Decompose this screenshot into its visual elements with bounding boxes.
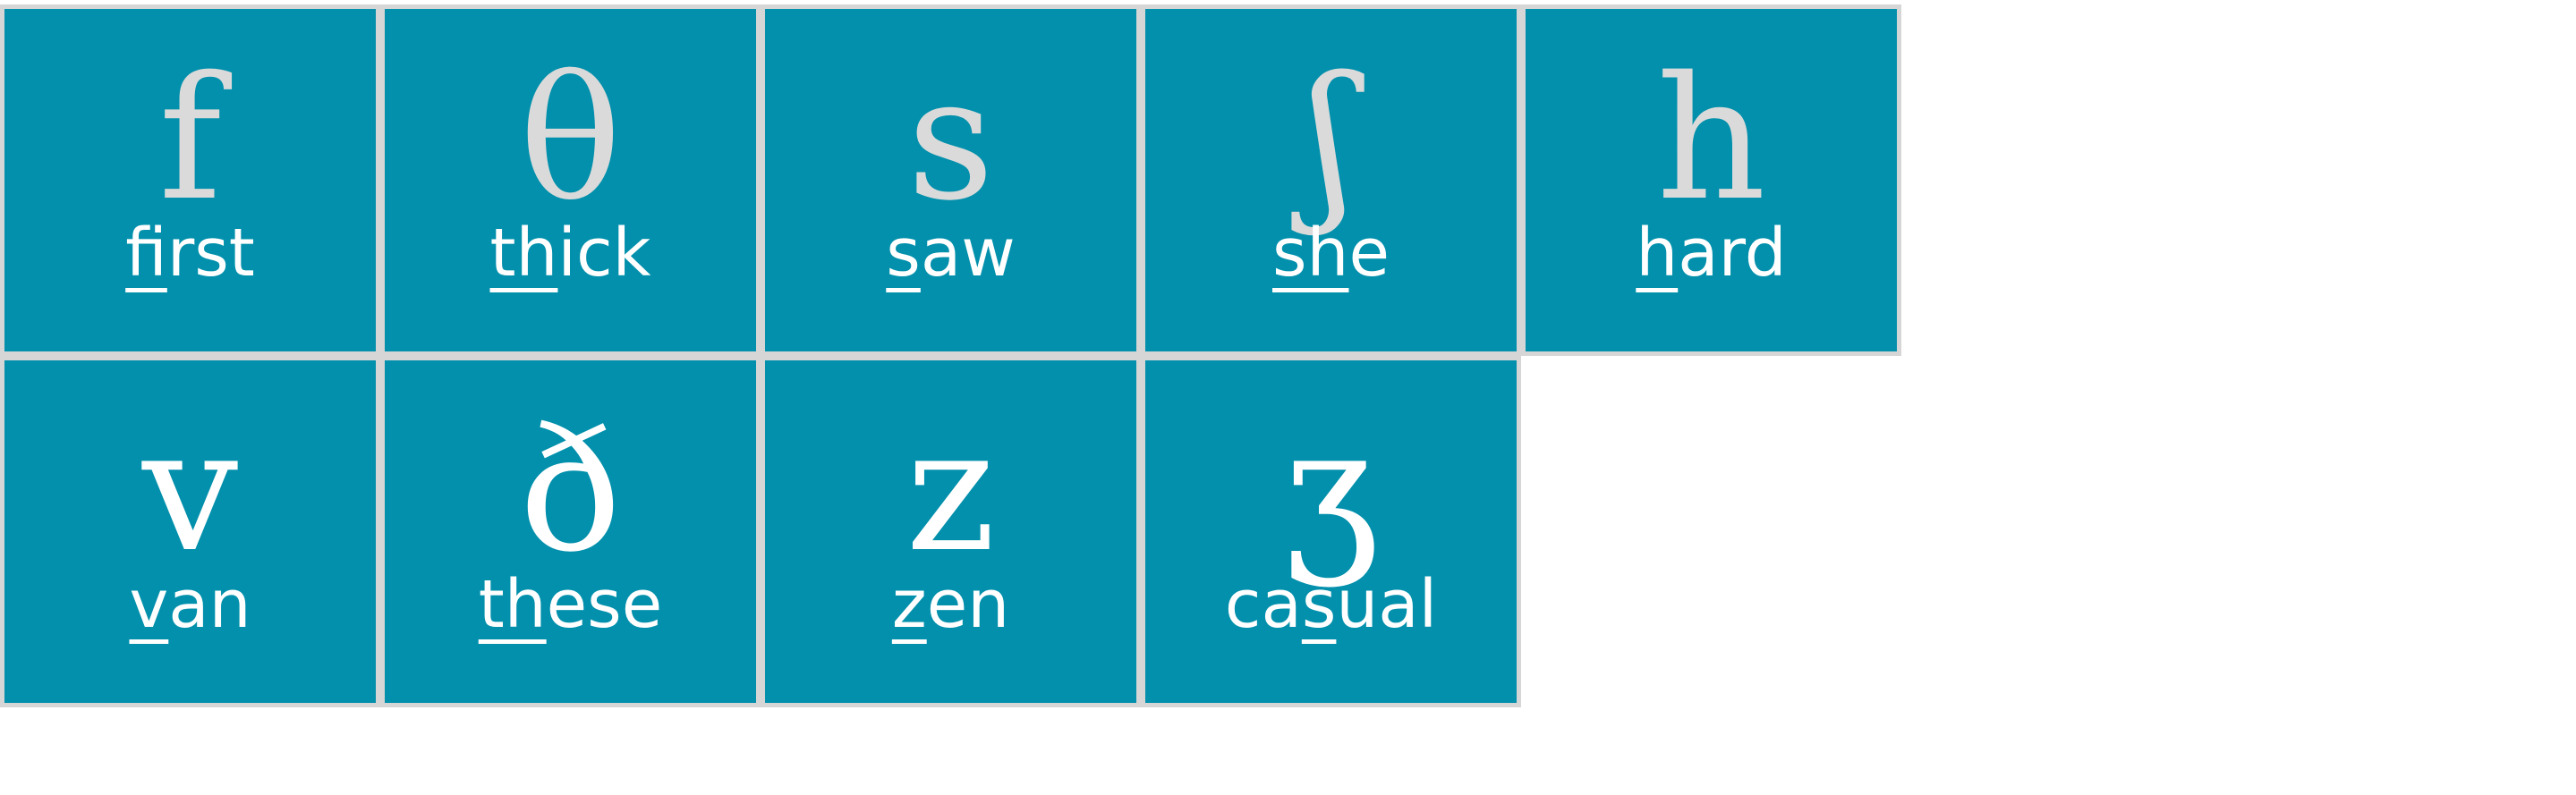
example-word-underlined: th (478, 566, 547, 643)
example-word-suffix: ard (1678, 215, 1787, 292)
example-word-underlined: fi (125, 215, 167, 292)
example-word-suffix: ick (557, 215, 651, 292)
example-word-underlined: z (891, 566, 927, 643)
phoneme-card-theta[interactable]: θ thick (380, 4, 761, 356)
phoneme-card-z[interactable]: z zen (761, 356, 1141, 707)
phoneme-symbol: s (906, 40, 995, 238)
example-word-underlined: v (129, 566, 169, 643)
phoneme-card-f[interactable]: f first (0, 4, 380, 356)
phoneme-symbol: ʃ (1307, 40, 1355, 238)
example-word-prefix: ca (1224, 566, 1302, 643)
example-word-underlined: sh (1272, 215, 1349, 292)
example-word-suffix: an (168, 566, 251, 643)
example-word-suffix: e (1348, 215, 1390, 292)
example-word: she (1145, 213, 1517, 293)
example-word: zen (765, 564, 1136, 645)
example-word-underlined: th (489, 215, 558, 292)
example-word: van (4, 564, 376, 645)
phoneme-symbol: z (905, 392, 996, 589)
example-word-suffix: en (926, 566, 1010, 643)
example-word-underlined: s (886, 215, 921, 292)
example-word: first (4, 213, 376, 293)
phoneme-symbol: v (141, 392, 239, 589)
phoneme-symbol: ð (519, 392, 622, 589)
phoneme-symbol: f (158, 40, 222, 238)
example-word: casual (1145, 564, 1517, 645)
phoneme-card-eth[interactable]: ð these (380, 356, 761, 707)
example-word-suffix: aw (920, 215, 1016, 292)
phoneme-card-s[interactable]: s saw (761, 4, 1141, 356)
phoneme-card-v[interactable]: v van (0, 356, 380, 707)
phoneme-grid: f first θ thick s saw ʃ she h hard v van (0, 4, 1901, 707)
example-word-suffix: ese (546, 566, 663, 643)
example-word: thick (385, 213, 756, 293)
example-word-suffix: rst (166, 215, 255, 292)
phoneme-card-h[interactable]: h hard (1521, 4, 1901, 356)
phoneme-card-esh[interactable]: ʃ she (1141, 4, 1521, 356)
example-word: saw (765, 213, 1136, 293)
example-word: these (385, 564, 756, 645)
phoneme-symbol: θ (519, 40, 622, 238)
phoneme-card-ezh[interactable]: ʒ casual (1141, 356, 1521, 707)
phoneme-symbol: h (1656, 40, 1766, 238)
example-word-suffix: ual (1336, 566, 1438, 643)
example-word-underlined: h (1636, 215, 1679, 292)
example-word-underlined: s (1301, 566, 1337, 643)
example-word: hard (1526, 213, 1897, 293)
phoneme-symbol: ʒ (1282, 392, 1380, 589)
